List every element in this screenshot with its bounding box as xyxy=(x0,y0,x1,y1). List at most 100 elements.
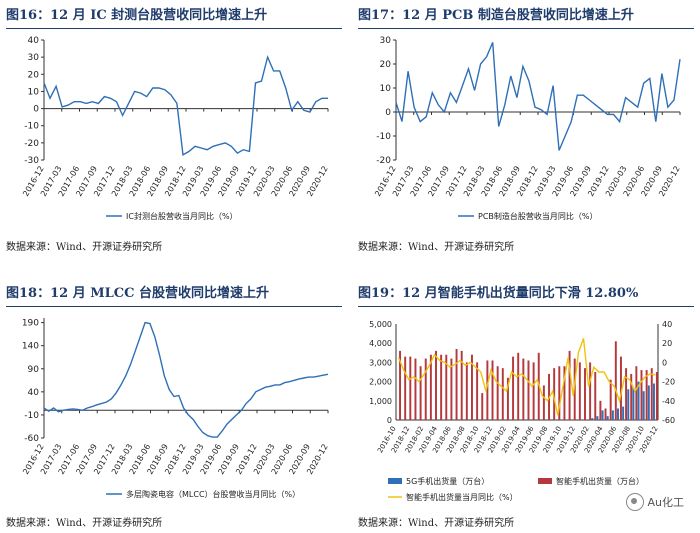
y-right-tick-label: -40 xyxy=(662,397,675,406)
bar-5g-shipments xyxy=(652,383,655,420)
y-tick-label: -10 xyxy=(24,122,39,132)
legend-label: 多层陶瓷电容（MLCC）台股营收当月同比（%） xyxy=(126,489,300,499)
bar-5g-shipments xyxy=(601,410,604,420)
chart-pcb: -20-1001020302016-122017-032017-062017-0… xyxy=(373,36,682,221)
bar-smartphone-shipments xyxy=(553,368,556,420)
y-tick-label: 0 xyxy=(33,105,39,115)
bar-smartphone-shipments xyxy=(414,358,417,420)
bar-smartphone-shipments xyxy=(604,408,607,420)
source-note: 数据来源：Wind、开源证券研究所 xyxy=(6,518,163,529)
bar-5g-shipments xyxy=(637,381,640,420)
bar-smartphone-shipments xyxy=(527,360,530,420)
bar-smartphone-shipments xyxy=(568,350,571,420)
bar-smartphone-shipments xyxy=(470,354,473,420)
bar-smartphone-shipments xyxy=(512,356,515,420)
bar-smartphone-shipments xyxy=(445,354,448,420)
chart-smartphone: 0 1,000 2,000 3,000 4,000 5,000 -60 -40 -20 0 20 40… xyxy=(369,320,675,502)
y-right-tick-label: -60 xyxy=(662,416,675,425)
y-tick-label: -30 xyxy=(24,156,39,166)
bar-5g-shipments xyxy=(611,410,614,420)
panel-smartphone: 图19：12 月智能手机出货量同比下滑 12.80% 0 1,000 2,000 3,… xyxy=(358,284,694,529)
y-tick-label: 30 xyxy=(380,36,392,46)
title-divider xyxy=(358,306,694,307)
y-tick-label: 140 xyxy=(22,342,39,352)
source-note: 数据来源：Wind、开源证券研究所 xyxy=(358,242,515,253)
panel-title: 图18：12 月 MLCC 台股营收同比增速上升 xyxy=(6,286,269,301)
bar-5g-shipments xyxy=(591,418,594,420)
bar-smartphone-shipments xyxy=(486,360,489,420)
bar-smartphone-shipments xyxy=(589,362,592,420)
bar-5g-shipments xyxy=(606,416,609,420)
bar-smartphone-shipments xyxy=(655,372,658,420)
y-tick-label: 40 xyxy=(28,36,40,46)
bar-smartphone-shipments xyxy=(481,393,484,420)
legend-label: 智能手机出货量（万台） xyxy=(556,476,644,486)
y-tick-label: 0 xyxy=(385,108,391,118)
bar-smartphone-shipments xyxy=(476,362,479,420)
y-left-tick-label: 5,000 xyxy=(369,320,392,329)
y-left-tick-label: 4,000 xyxy=(369,339,392,348)
legend-label: IC封测台股营收当月同比（%） xyxy=(126,211,238,221)
panel-pcb: 图17：12 月 PCB 制造台股营收同比增速上升 -20 -10 0 10 20 30 2… xyxy=(358,6,694,256)
bar-smartphone-shipments xyxy=(435,350,437,420)
bar-smartphone-shipments xyxy=(599,400,602,420)
bar-smartphone-shipments xyxy=(542,385,545,420)
y-tick-label: -20 xyxy=(376,156,391,166)
panel-title: 图17：12 月 PCB 制造台股营收同比增速上升 xyxy=(358,8,634,23)
y-left-tick-label: 1,000 xyxy=(369,397,392,406)
bar-smartphone-shipments xyxy=(635,366,638,420)
bar-smartphone-shipments xyxy=(501,368,504,420)
bar-smartphone-shipments xyxy=(465,362,468,420)
bar-smartphone-shipments xyxy=(614,341,617,420)
legend-label: 智能手机出货量当月同比（%） xyxy=(406,492,518,502)
y-left-tick-label: 2,000 xyxy=(369,378,392,387)
bar-smartphone-shipments xyxy=(558,366,561,420)
bar-smartphone-shipments xyxy=(491,360,494,420)
bar-smartphone-shipments xyxy=(630,373,633,420)
series-yoy-line xyxy=(397,338,656,416)
y-right-tick-label: 20 xyxy=(662,339,672,348)
bar-smartphone-shipments xyxy=(455,348,458,420)
bar-smartphone-shipments xyxy=(563,366,566,420)
title-divider xyxy=(6,306,342,307)
y-left-tick-label: 3,000 xyxy=(369,358,392,367)
bar-5g-shipments xyxy=(632,387,635,420)
wechat-icon xyxy=(625,493,644,511)
bar-smartphone-shipments xyxy=(506,377,509,420)
bar-smartphone-shipments xyxy=(584,368,586,420)
bar-smartphone-shipments xyxy=(450,358,453,420)
bar-smartphone-shipments xyxy=(625,368,628,420)
y-tick-label: 10 xyxy=(28,87,40,97)
series-line xyxy=(43,321,329,438)
legend-label: 5G手机出货量（万台） xyxy=(406,476,489,486)
bar-smartphone-shipments xyxy=(460,350,463,420)
y-tick-label: -60 xyxy=(24,434,39,444)
watermark-text: Au化工 xyxy=(647,496,685,509)
y-tick-label: -10 xyxy=(376,132,391,142)
bar-5g-shipments xyxy=(622,406,625,420)
bar-smartphone-shipments xyxy=(399,350,402,420)
chart-mlcc: -60-1040901401902016-122017-032017-06201… xyxy=(21,318,330,499)
y-left-tick-label: 0 xyxy=(387,416,392,425)
panel-ic-packaging: 图16：12 月 IC 封测台股营收同比增速上升 -30 -20 -10 0 10 20 3… xyxy=(6,6,342,256)
bar-smartphone-shipments xyxy=(594,372,597,420)
series-line xyxy=(395,42,681,151)
y-tick-label: -10 xyxy=(24,411,39,421)
bar-5g-shipments xyxy=(617,408,619,420)
bar-smartphone-shipments xyxy=(409,356,412,420)
bar-smartphone-shipments xyxy=(429,354,432,420)
y-right-tick-label: 0 xyxy=(662,358,667,367)
legend-swatch-smartphone xyxy=(538,478,552,484)
y-tick-label: 30 xyxy=(28,53,40,63)
bar-smartphone-shipments xyxy=(440,354,443,420)
bar-smartphone-shipments xyxy=(424,358,427,420)
y-tick-label: 190 xyxy=(22,319,39,329)
panel-title: 图19：12 月智能手机出货量同比下滑 12.80% xyxy=(358,286,639,301)
bar-smartphone-shipments xyxy=(496,366,499,420)
bar-smartphone-shipments xyxy=(650,368,653,420)
panel-mlcc: 图18：12 月 MLCC 台股营收同比增速上升 -60 -10 40 90 140 19… xyxy=(6,284,342,529)
y-right-tick-label: 40 xyxy=(662,320,672,329)
y-tick-label: -20 xyxy=(24,139,39,149)
y-tick-label: 20 xyxy=(380,60,392,70)
source-note: 数据来源：Wind、开源证券研究所 xyxy=(6,242,163,253)
